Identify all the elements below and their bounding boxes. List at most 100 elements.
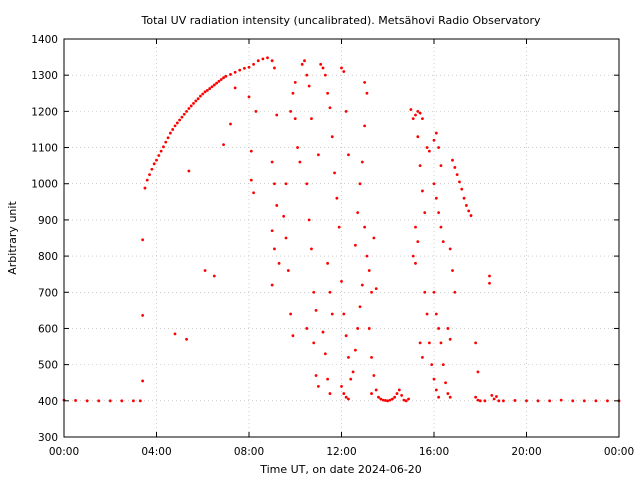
y-tick-label: 1000 [31, 179, 58, 191]
data-point [168, 131, 172, 135]
x-axis-ticks: 00:00 04:00 08:00 12:00 16:00 20:00 00:00 [49, 39, 634, 458]
data-point [203, 269, 207, 272]
data-point [229, 122, 232, 126]
data-point [347, 153, 350, 157]
y-tick-label: 1400 [31, 34, 58, 46]
data-point [497, 399, 501, 403]
data-point [360, 160, 364, 164]
data-point [344, 109, 348, 113]
data-point [474, 341, 478, 345]
data-point [215, 81, 219, 85]
data-point [434, 312, 438, 316]
data-point [205, 88, 209, 92]
data-point [222, 143, 225, 147]
x-tick-label: 16:00 [419, 446, 449, 458]
data-point [462, 196, 466, 200]
data-point [347, 356, 350, 359]
data-point [439, 225, 443, 229]
data-point [358, 182, 362, 186]
data-point [323, 73, 327, 77]
y-tick-label: 600 [38, 323, 58, 335]
y-tick-label: 700 [38, 287, 58, 299]
data-point [273, 182, 276, 186]
data-point [347, 397, 350, 401]
data-point [141, 314, 145, 317]
data-point [293, 117, 297, 120]
data-point [293, 81, 297, 84]
data-point [185, 337, 188, 341]
data-point [155, 158, 158, 162]
data-point [175, 121, 179, 125]
data-point [201, 92, 205, 96]
data-point [448, 395, 452, 399]
data-point [208, 87, 212, 90]
data-point [488, 281, 491, 285]
data-point [423, 211, 427, 215]
data-point [365, 254, 369, 258]
data-point [326, 377, 330, 381]
data-point [314, 374, 318, 377]
data-point [291, 334, 295, 338]
data-point [145, 178, 149, 182]
data-point [421, 117, 424, 120]
data-point [321, 66, 325, 70]
data-point [289, 109, 293, 113]
data-point [437, 395, 441, 399]
data-point [374, 287, 378, 291]
data-point [261, 57, 265, 61]
data-point [367, 269, 371, 272]
data-point [474, 395, 478, 399]
data-point [418, 341, 422, 345]
data-point [427, 149, 431, 153]
data-point [333, 171, 336, 175]
data-point [173, 124, 177, 128]
data-point [414, 225, 417, 229]
data-point [284, 182, 288, 186]
data-point [432, 290, 436, 294]
data-point [247, 65, 251, 69]
data-point [414, 113, 417, 117]
data-point [249, 149, 253, 153]
data-point [270, 59, 274, 63]
data-point [157, 154, 161, 157]
data-point [254, 109, 258, 113]
y-tick-label: 900 [38, 215, 58, 227]
data-point [182, 112, 186, 116]
data-point [377, 395, 380, 399]
data-point [418, 164, 422, 168]
data-point [437, 146, 441, 149]
data-point [171, 128, 175, 131]
data-point [238, 68, 242, 72]
data-point [335, 196, 339, 200]
data-point [367, 327, 371, 330]
data-point [381, 398, 385, 402]
data-point [166, 136, 170, 140]
data-point [416, 240, 420, 244]
data-point [356, 327, 360, 330]
data-point [316, 153, 320, 157]
data-point [275, 113, 279, 117]
data-point [372, 374, 376, 377]
data-point [286, 269, 290, 272]
data-point [85, 399, 89, 403]
data-point [310, 247, 313, 251]
data-point [427, 341, 431, 345]
data-point [305, 182, 309, 186]
y-tick-label: 500 [38, 360, 58, 372]
data-point [307, 84, 311, 88]
data-point [273, 66, 276, 70]
data-point [490, 393, 494, 397]
data-point [390, 397, 394, 401]
data-point [437, 211, 441, 215]
data-point [289, 312, 293, 316]
data-point [402, 398, 406, 402]
data-point [434, 131, 438, 135]
data-point [363, 124, 367, 128]
data-point [321, 330, 325, 334]
data-point [224, 74, 228, 78]
data-point [414, 261, 417, 265]
data-point [460, 187, 464, 191]
y-tick-label: 300 [38, 432, 58, 444]
data-point [409, 108, 413, 111]
